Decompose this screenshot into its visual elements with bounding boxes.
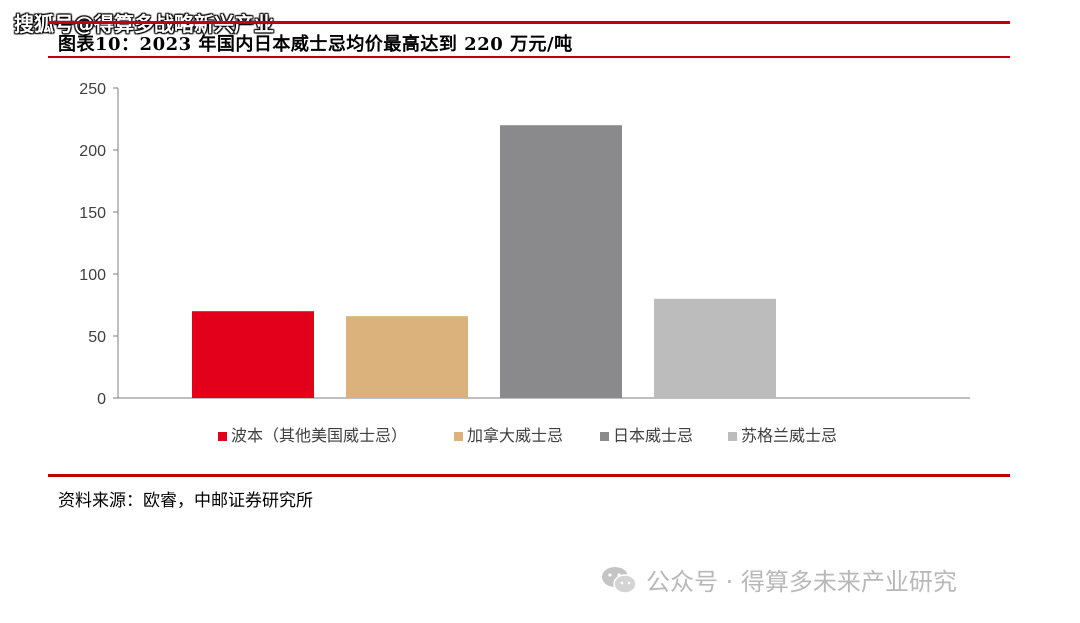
y-tick-label: 250 (79, 81, 106, 98)
y-tick-label: 150 (79, 205, 106, 222)
legend-swatch (728, 432, 737, 441)
wechat-watermark-text: 公众号 · 得算多未来产业研究 (646, 568, 957, 596)
bar-4 (654, 298, 776, 398)
y-tick-label: 200 (79, 143, 106, 160)
source-note: 资料来源：欧睿，中邮证券研究所 (58, 491, 313, 511)
legend-label: 波本（其他美国威士忌） (231, 426, 407, 445)
chart-title: 图表10：2023 年国内日本威士忌均价最高达到 220 万元/吨 (58, 34, 573, 55)
y-tick-label: 100 (79, 267, 106, 284)
bar-1 (192, 311, 314, 398)
wechat-icon (602, 566, 637, 594)
bar-3 (500, 125, 622, 398)
title-rule (48, 56, 1010, 58)
y-axis: 0 50 100 150 200 250 (79, 81, 970, 408)
bottom-rule (48, 474, 1010, 477)
legend: 波本（其他美国威士忌） 加拿大威士忌 日本威士忌 苏格兰威士忌 (218, 426, 837, 445)
bar-2 (346, 316, 468, 398)
y-tick-label: 50 (88, 329, 106, 346)
bar-chart: 0 50 100 150 200 250 波本（其他美国威士忌） 加拿大威士忌 日本威士忌 苏格… (79, 81, 970, 445)
sohu-watermark: 搜狐号@得算多战略新兴产业 (14, 12, 274, 36)
legend-swatch (454, 432, 463, 441)
y-tick-label: 0 (97, 391, 106, 408)
legend-swatch (600, 432, 609, 441)
legend-swatch (218, 432, 227, 441)
wechat-watermark: 公众号 · 得算多未来产业研究 (600, 562, 957, 597)
legend-label: 日本威士忌 (613, 426, 693, 445)
legend-label: 加拿大威士忌 (467, 426, 563, 445)
bars (192, 125, 776, 398)
legend-label: 苏格兰威士忌 (741, 426, 837, 445)
top-rule (48, 21, 1010, 24)
